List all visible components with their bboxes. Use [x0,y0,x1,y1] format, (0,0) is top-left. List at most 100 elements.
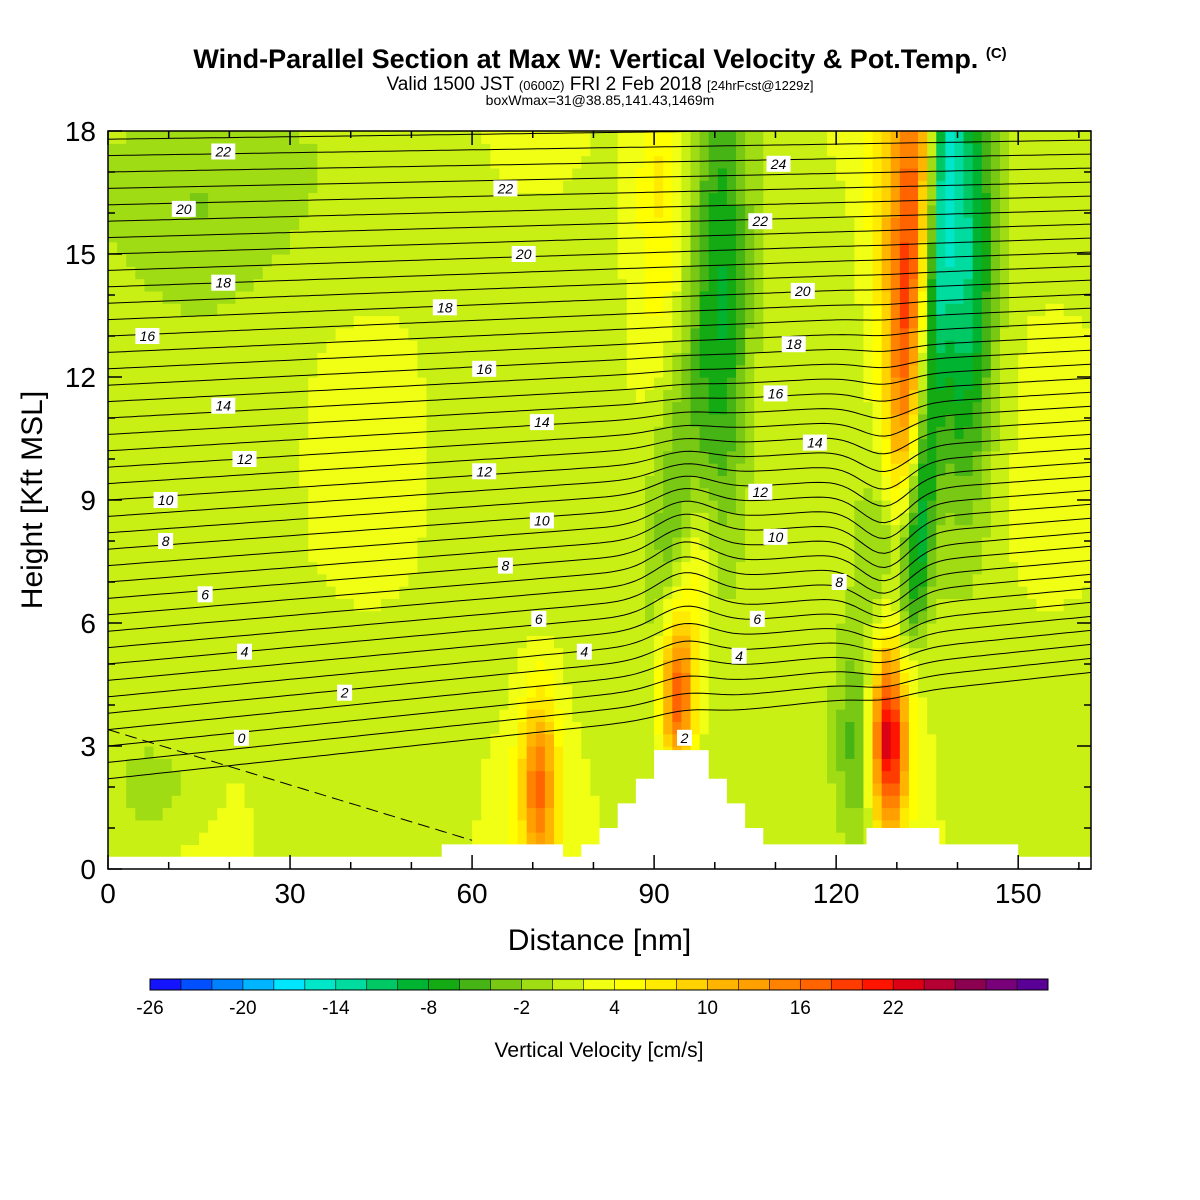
velocity-cell [399,167,409,181]
velocity-cell [508,561,519,575]
velocity-cell [453,832,464,845]
velocity-cell [672,266,683,280]
velocity-cell [599,746,610,759]
velocity-cell [790,131,801,144]
velocity-cell [745,450,755,464]
velocity-cell [371,721,382,735]
velocity-cell [535,278,546,292]
velocity-cell [481,254,491,267]
velocity-cell [326,192,337,206]
velocity-cell [317,647,328,661]
velocity-cell [462,561,473,575]
velocity-cell [335,450,346,464]
velocity-cell [708,143,719,157]
velocity-cell [453,770,464,784]
velocity-cell [262,733,273,747]
velocity-cell [790,143,801,157]
velocity-cell [108,795,118,809]
velocity-cell [472,598,482,612]
velocity-cell [271,278,282,292]
velocity-cell [399,217,409,230]
velocity-cell [390,192,400,206]
velocity-cell [526,143,537,157]
velocity-cell [217,364,227,378]
velocity-cell [462,524,473,538]
velocity-cell [599,721,610,735]
velocity-cell [626,635,637,649]
velocity-cell [353,672,364,686]
velocity-cell [472,746,482,759]
velocity-cell [462,327,473,341]
velocity-cell [508,438,519,452]
velocity-cell [772,204,783,218]
velocity-cell [162,672,173,686]
velocity-cell [736,684,746,698]
velocity-cell [763,500,774,513]
velocity-cell [472,512,482,526]
velocity-cell [754,709,764,722]
velocity-cell [262,155,273,169]
velocity-cell [617,155,628,169]
velocity-cell [153,217,164,230]
velocity-cell [435,635,446,649]
velocity-cell [399,155,409,169]
velocity-cell [335,401,346,415]
velocity-cell [117,180,127,194]
velocity-cell [117,573,127,587]
velocity-cell [189,524,200,538]
velocity-cell [490,426,500,440]
velocity-cell [444,475,455,489]
velocity-cell [708,647,719,661]
velocity-cell [590,413,601,427]
velocity-cell [417,131,428,144]
velocity-cell [572,487,582,501]
velocity-cell [526,266,537,280]
velocity-cell [654,635,664,649]
velocity-cell [544,610,555,624]
velocity-cell [535,733,546,747]
velocity-cell [189,155,200,169]
velocity-cell [672,327,683,341]
velocity-cell [526,795,537,809]
velocity-cell [244,229,255,243]
velocity-cell [390,696,400,710]
velocity-cell [581,241,591,255]
velocity-cell [626,217,637,230]
velocity-cell [280,746,291,759]
velocity-cell [617,487,628,501]
velocity-cell [572,389,582,403]
velocity-cell [381,204,391,218]
velocity-cell [453,229,464,243]
velocity-cell [399,487,409,501]
velocity-cell [736,573,746,587]
velocity-cell [472,217,482,230]
velocity-cell [726,684,737,698]
velocity-cell [371,327,382,341]
velocity-cell [171,524,182,538]
velocity-cell [563,586,573,599]
velocity-cell [271,290,282,304]
velocity-cell [553,610,564,624]
velocity-cell [617,327,628,341]
velocity-cell [490,696,500,710]
velocity-cell [381,352,391,366]
velocity-cell [535,254,546,267]
velocity-cell [135,340,146,353]
velocity-cell [581,573,591,587]
velocity-cell [544,795,555,809]
velocity-cell [362,364,373,378]
velocity-cell [526,155,537,169]
velocity-cell [171,303,182,317]
velocity-cell [836,475,846,489]
velocity-cell [663,696,673,710]
velocity-cell [617,143,628,157]
velocity-cell [290,426,300,440]
velocity-cell [189,303,200,317]
velocity-cell [271,746,282,759]
velocity-cell [590,143,601,157]
velocity-cell [672,303,683,317]
velocity-cell [672,573,683,587]
velocity-cell [790,684,801,698]
velocity-cell [726,586,737,599]
velocity-cell [526,463,537,476]
